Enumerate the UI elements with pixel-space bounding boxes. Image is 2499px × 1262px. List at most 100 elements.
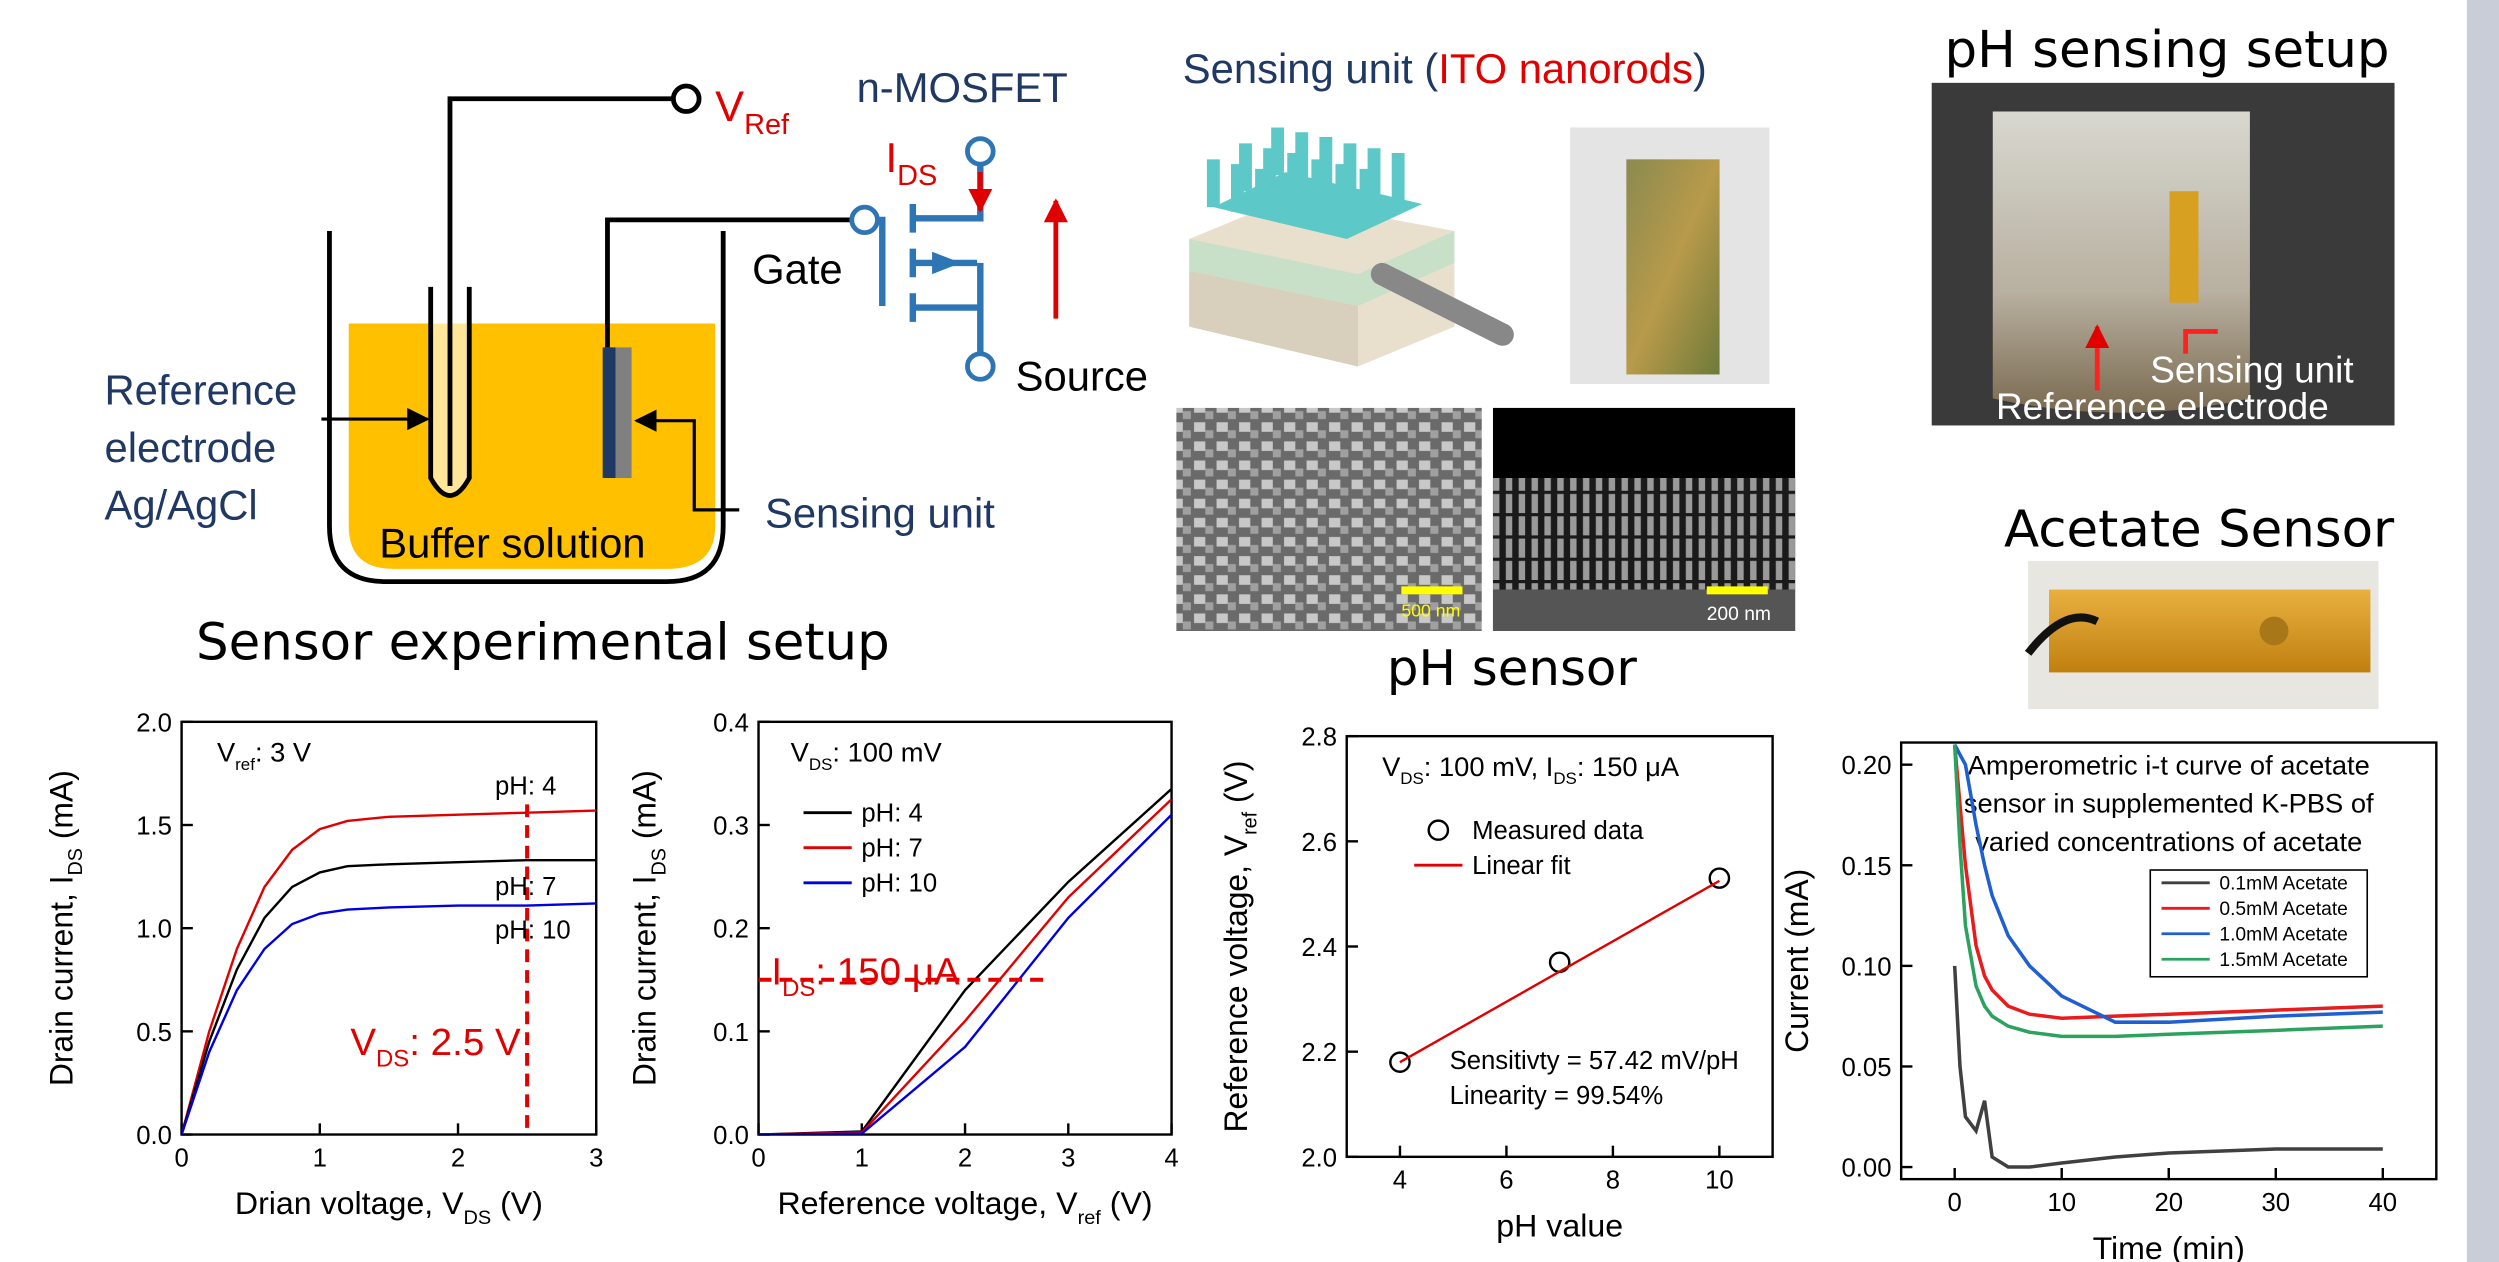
legend-label: pH: 4 [861, 800, 922, 828]
title-part: ITO nanorods [1438, 45, 1693, 92]
x-tick-label: 1 [313, 1144, 327, 1172]
ph-photo-sensor [2170, 191, 2199, 303]
subscript: DS [1400, 769, 1424, 788]
mosfet-label: n-MOSFET [857, 64, 1068, 111]
scale-label: 500 nm [1401, 601, 1460, 621]
ref-electrode-label: Ag/AgCl [104, 482, 257, 529]
chart-annotation: Sensitivty = 57.42 mV/pH [1450, 1047, 1739, 1075]
subscript: DS [1553, 769, 1577, 788]
sensing-unit-label: Sensing unit [765, 490, 995, 537]
chart-title: varied concentrations of acetate [1975, 826, 2362, 857]
x-tick-label: 8 [1606, 1167, 1620, 1195]
chart-title: Amperometric i-t curve of acetate [1968, 750, 2370, 781]
x-tick-label: 0 [174, 1144, 188, 1172]
sem-cross-rods [1493, 478, 1795, 590]
text-part: (mA) [43, 770, 79, 848]
y-tick-label: 2.0 [136, 709, 172, 737]
subscript: ref [235, 755, 255, 774]
legend-label: pH: 7 [495, 873, 556, 901]
chart-title: sensor in supplemented K-PBS of [1964, 788, 2374, 819]
photo-label: Sensing unit [2150, 350, 2353, 391]
legend-label: 0.1mM Acetate [2219, 874, 2348, 895]
x-tick-label: 4 [1164, 1144, 1178, 1172]
side-bar [2467, 0, 2499, 1262]
y-tick-label: 0.4 [713, 709, 749, 737]
y-tick-label: 0.2 [713, 916, 749, 944]
y-tick-label: 2.0 [1301, 1144, 1337, 1172]
subscript: DS [809, 755, 833, 774]
x-tick-label: 30 [2261, 1189, 2290, 1217]
photo-label: Reference electrode [1996, 386, 2329, 427]
scale-bar [1401, 586, 1462, 594]
x-tick-label: 3 [589, 1144, 603, 1172]
text-part: (mA) [627, 770, 663, 848]
chart-annotation: Linearity = 99.54% [1450, 1082, 1664, 1110]
y-tick-label: 0.0 [136, 1122, 172, 1150]
subscript: DS [782, 975, 815, 1002]
y-axis-label: Current (mA) [1779, 869, 1815, 1053]
y-tick-label: 1.0 [136, 916, 172, 944]
subscript: DS [376, 1045, 409, 1072]
text-part: V [217, 737, 236, 768]
panel-caption: pH sensor [1387, 639, 1638, 697]
text-part: : 100 mV, I [1424, 751, 1554, 782]
y-tick-label: 0.00 [1841, 1155, 1891, 1183]
page: {"diagram": {"title": "Sensor experiment… [0, 0, 2499, 1262]
legend-label: pH: 4 [495, 773, 556, 801]
y-tick-label: 1.5 [136, 813, 172, 841]
legend-label: pH: 10 [495, 917, 571, 945]
legend-label: pH: 10 [861, 870, 937, 898]
label-sub: Ref [744, 109, 790, 141]
subscript: ref [1240, 811, 1262, 835]
x-tick-label: 6 [1499, 1167, 1513, 1195]
x-tick-label: 4 [1393, 1167, 1407, 1195]
label-part: I [885, 134, 897, 181]
legend-label: 1.5mM Acetate [2219, 950, 2348, 971]
text-part: Reference voltage, V [777, 1185, 1078, 1221]
sensing-title: Sensing unit (ITO nanorods) [1183, 45, 1707, 92]
label-sub: DS [897, 160, 937, 192]
text-part: V [1382, 751, 1401, 782]
text-part: : 100 mV [832, 737, 942, 768]
ref-electrode-label: electrode [104, 424, 276, 471]
x-axis-label: pH value [1496, 1208, 1623, 1244]
legend-label: 1.0mM Acetate [2219, 925, 2348, 946]
y-tick-label: 0.20 [1841, 752, 1891, 780]
text-part: Reference voltage, V [1218, 834, 1254, 1132]
subscript: DS [464, 1207, 492, 1229]
text-part: : 150 μA [1577, 751, 1680, 782]
acetate-photo-strip [2049, 590, 2370, 673]
y-tick-label: 2.2 [1301, 1039, 1337, 1067]
text-part: (V) [491, 1185, 543, 1221]
x-tick-label: 20 [2154, 1189, 2183, 1217]
buffer-label: Buffer solution [379, 520, 645, 567]
x-tick-label: 0 [751, 1144, 765, 1172]
acetate-photo-dot [2260, 617, 2289, 646]
legend-label: Linear fit [1472, 852, 1571, 880]
x-tick-label: 40 [2369, 1189, 2398, 1217]
text-part: : 3 V [255, 737, 312, 768]
x-tick-label: 2 [451, 1144, 465, 1172]
x-tick-label: 0 [1948, 1189, 1962, 1217]
source-label: Source [1016, 353, 1148, 400]
panel-title: Acetate Sensor [2004, 500, 2395, 560]
electrode-photo-plate [1626, 159, 1719, 374]
y-tick-label: 0.0 [713, 1122, 749, 1150]
subscript: DS [65, 848, 87, 875]
legend-label: Measured data [1472, 817, 1644, 845]
y-tick-label: 0.3 [713, 813, 749, 841]
gate-label: Gate [752, 246, 843, 293]
scale-label: 200 nm [1707, 604, 1771, 625]
text-part: Drain current, I [43, 875, 79, 1086]
text-part: (V) [1218, 761, 1254, 812]
ref-electrode-label: Reference [104, 367, 297, 414]
x-tick-label: 1 [855, 1144, 869, 1172]
sem-top-image [1176, 408, 1481, 631]
diagram-title: Sensor experimental setup [196, 613, 890, 673]
x-axis-label: Time (min) [2093, 1230, 2245, 1262]
title-part: Sensing unit ( [1183, 45, 1439, 92]
y-tick-label: 0.5 [136, 1019, 172, 1047]
y-tick-label: 0.15 [1841, 853, 1891, 881]
x-tick-label: 10 [1705, 1167, 1734, 1195]
text-part: V [791, 737, 810, 768]
